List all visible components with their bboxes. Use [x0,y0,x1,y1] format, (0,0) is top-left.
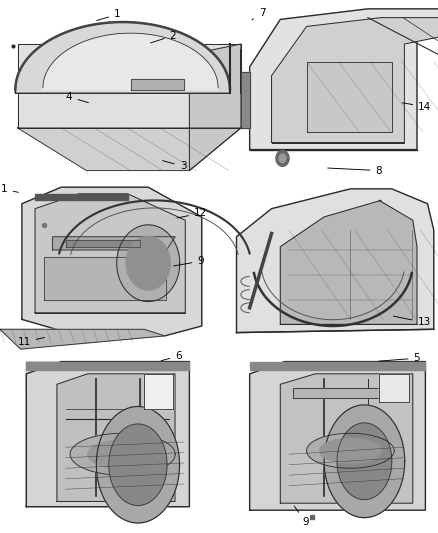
Text: 13: 13 [393,316,431,327]
Text: 11: 11 [18,337,45,347]
Polygon shape [250,9,438,150]
Polygon shape [307,433,394,468]
Polygon shape [250,361,425,370]
Text: 2: 2 [151,31,177,43]
Polygon shape [96,407,180,523]
Polygon shape [379,374,409,402]
Polygon shape [0,5,206,181]
Polygon shape [26,361,189,370]
Polygon shape [0,329,165,349]
Text: 4: 4 [66,92,88,103]
Polygon shape [250,361,425,510]
Polygon shape [144,374,173,409]
Polygon shape [109,424,167,505]
Text: 9: 9 [294,506,309,527]
Text: 3: 3 [162,160,187,171]
Polygon shape [293,388,400,398]
Polygon shape [35,194,127,200]
Text: 12: 12 [177,208,207,218]
Polygon shape [88,440,158,468]
Polygon shape [35,194,185,313]
Polygon shape [0,184,206,349]
Polygon shape [241,72,250,128]
Text: 5: 5 [378,353,420,363]
Text: 1: 1 [97,10,121,21]
Polygon shape [18,128,241,171]
Polygon shape [280,374,413,503]
Polygon shape [131,79,184,90]
Polygon shape [324,405,405,518]
Circle shape [279,154,286,163]
Polygon shape [18,44,241,128]
Polygon shape [43,33,218,90]
Polygon shape [307,62,392,132]
Polygon shape [337,423,392,499]
Polygon shape [228,353,438,528]
Polygon shape [66,240,140,247]
Polygon shape [0,353,206,528]
Polygon shape [117,225,180,302]
Polygon shape [15,22,230,93]
Text: 7: 7 [252,9,265,20]
Text: 9: 9 [173,256,204,266]
Polygon shape [53,237,175,250]
Polygon shape [26,361,189,507]
Polygon shape [57,374,175,502]
Polygon shape [228,184,438,349]
Polygon shape [189,44,241,171]
Text: 1: 1 [1,184,18,194]
Polygon shape [26,361,185,507]
Text: 6: 6 [161,351,182,361]
Polygon shape [44,256,166,300]
Circle shape [276,150,289,166]
Polygon shape [126,236,170,290]
Text: 8: 8 [328,166,382,175]
Polygon shape [22,187,202,336]
Text: 14: 14 [402,102,431,111]
Polygon shape [228,5,438,181]
Polygon shape [280,200,417,324]
Polygon shape [237,189,434,333]
Polygon shape [320,439,381,463]
Polygon shape [272,18,438,142]
Polygon shape [70,433,175,475]
